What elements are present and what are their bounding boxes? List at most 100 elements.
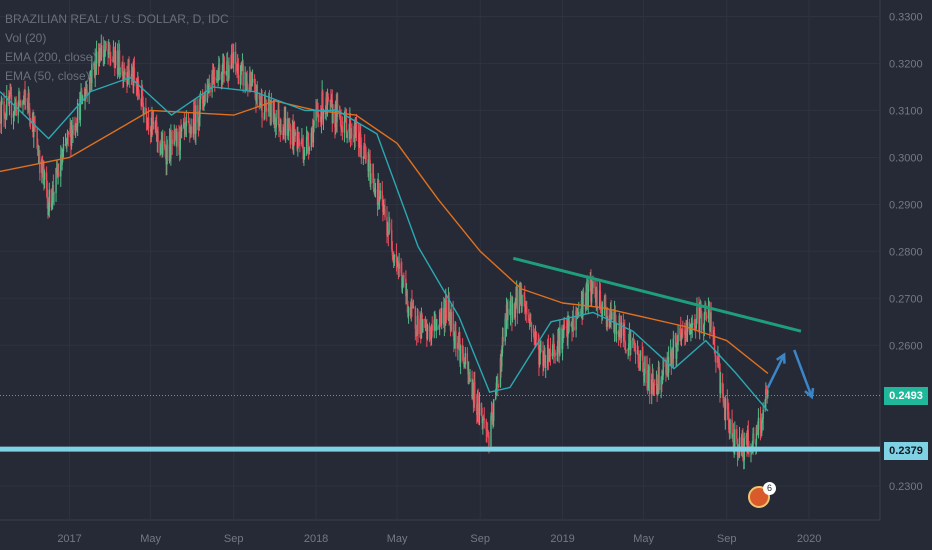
candle-body — [303, 153, 306, 156]
candle-body — [627, 350, 629, 352]
support-price-tag: 0.2379 — [884, 442, 928, 460]
candle-body — [548, 358, 550, 360]
candle-body — [604, 299, 606, 306]
candle-body — [439, 312, 442, 318]
candle-body — [431, 325, 433, 331]
candle-body — [530, 323, 533, 332]
candle-body — [689, 329, 691, 334]
candle-body — [301, 138, 304, 147]
candle-body — [362, 156, 365, 159]
candle-body — [554, 353, 556, 356]
candle-body — [405, 278, 407, 297]
candle-body — [211, 74, 213, 93]
candle-body — [694, 325, 696, 328]
candle-body — [641, 350, 643, 357]
candle-body — [62, 143, 65, 152]
candle-body — [37, 148, 39, 156]
candle-body — [660, 379, 662, 391]
candle-body — [4, 115, 7, 119]
legend-volume[interactable]: Vol (20) — [5, 31, 47, 45]
candle-body — [464, 353, 467, 365]
candle-body — [43, 172, 46, 180]
candle-body — [410, 300, 412, 316]
candle-body — [639, 350, 641, 370]
candle-body — [400, 263, 402, 273]
candle-body — [162, 140, 164, 155]
candle-body — [435, 329, 437, 331]
candle-body — [723, 402, 725, 404]
candle-body — [29, 108, 31, 119]
notification-badge[interactable]: 6 — [763, 482, 776, 495]
candle-body — [556, 351, 558, 356]
candle-body — [302, 146, 304, 160]
candle-body — [497, 385, 500, 387]
candle-body — [382, 210, 385, 213]
legend-ema200[interactable]: EMA (200, close) — [5, 50, 97, 64]
candle-body — [322, 91, 324, 120]
candle-body — [360, 144, 363, 159]
candle-body — [547, 344, 550, 360]
candle-body — [279, 124, 281, 132]
candle-body — [474, 381, 476, 405]
candle-body — [495, 382, 498, 392]
candle-body — [395, 254, 398, 263]
candle-body — [680, 334, 683, 337]
candle-body — [501, 353, 503, 367]
candle-body — [652, 373, 654, 392]
candle-body — [364, 152, 367, 155]
candle-body — [41, 159, 44, 175]
candle-body — [469, 378, 471, 382]
candle-body — [436, 327, 438, 330]
candle-body — [530, 320, 532, 324]
candle-body — [308, 147, 311, 151]
candle-body — [133, 68, 136, 79]
candle-body — [492, 420, 494, 422]
candle-body — [682, 329, 684, 331]
candle-body — [718, 359, 720, 364]
candle-body — [701, 314, 703, 331]
arrow-down-head — [804, 387, 815, 400]
candle-body — [222, 63, 224, 83]
candle-body — [521, 295, 523, 306]
candle-body — [721, 382, 724, 394]
candle-body — [445, 299, 448, 320]
candle-body — [349, 118, 352, 138]
candle-body — [284, 118, 287, 136]
candle-body — [705, 315, 708, 319]
candle-body — [45, 172, 48, 190]
candle-body — [185, 120, 188, 127]
candle-body — [609, 321, 611, 328]
candle-body — [251, 78, 254, 83]
candle-body — [747, 430, 750, 446]
candle-body — [157, 131, 159, 142]
candle-body — [85, 90, 87, 95]
candle-body — [343, 121, 346, 133]
candle-body — [613, 310, 616, 332]
candle-body — [128, 75, 131, 77]
legend: BRAZILIAN REAL / U.S. DOLLAR, D, IDC Vol… — [5, 10, 229, 86]
candle-body — [611, 312, 613, 320]
candle-body — [170, 135, 172, 159]
candle-body — [159, 141, 161, 153]
candle-body — [653, 384, 655, 392]
legend-ema50[interactable]: EMA (50, close) — [5, 69, 90, 83]
candle-body — [250, 80, 252, 87]
candle-body — [307, 133, 309, 144]
candle-body — [112, 61, 114, 63]
candle-body — [729, 419, 731, 434]
candle-body — [0, 102, 3, 124]
candle-body — [391, 249, 394, 256]
candle-body — [656, 378, 658, 392]
candle-body — [478, 403, 481, 416]
candle-body — [761, 419, 763, 433]
candle-body — [658, 366, 660, 391]
candle-body — [10, 94, 12, 96]
candle-body — [67, 131, 69, 135]
candle-body — [726, 398, 729, 410]
legend-symbol[interactable]: BRAZILIAN REAL / U.S. DOLLAR, D, IDC — [5, 12, 229, 26]
candle-body — [483, 418, 485, 421]
candle-body — [228, 65, 230, 79]
candle-body — [339, 118, 342, 120]
